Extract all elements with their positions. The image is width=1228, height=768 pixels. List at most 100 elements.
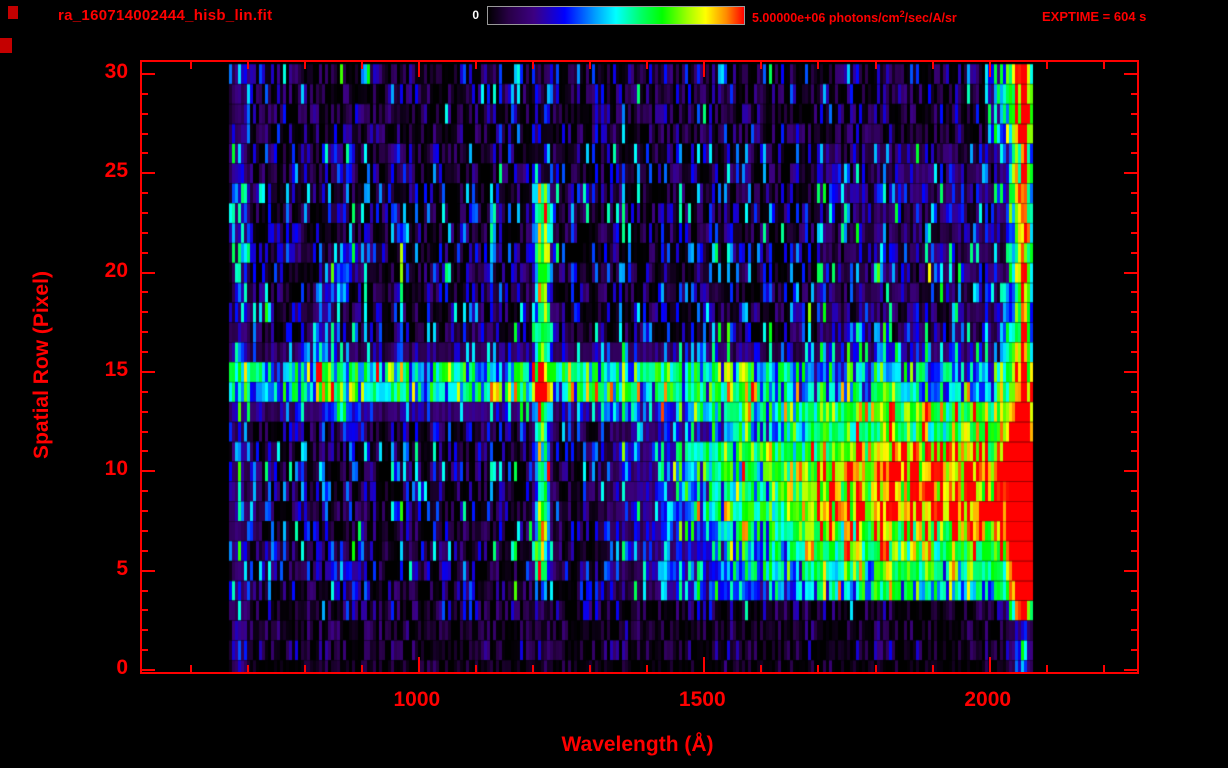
x-tick xyxy=(474,665,477,672)
file-title: ra_160714002444_hisb_lin.fit xyxy=(58,7,273,24)
x-tick xyxy=(417,62,420,77)
x-tick xyxy=(931,665,934,672)
y-tick xyxy=(1131,589,1137,592)
y-tick xyxy=(142,589,148,592)
spectral-heatmap xyxy=(142,62,1137,672)
y-tick xyxy=(142,331,148,334)
x-tick-label: 1000 xyxy=(393,688,441,711)
colorbar-unit-suffix: /sec/A/sr xyxy=(904,11,957,26)
colorbar-min-label: 0 xyxy=(472,8,479,22)
y-tick xyxy=(1131,410,1137,413)
x-tick xyxy=(703,62,706,77)
y-tick xyxy=(142,291,148,294)
y-tick xyxy=(142,112,148,115)
y-tick xyxy=(1124,669,1137,671)
colorbar xyxy=(487,6,745,25)
y-tick xyxy=(1131,510,1137,513)
x-tick xyxy=(874,665,877,672)
y-tick xyxy=(1131,291,1137,294)
y-tick xyxy=(1124,470,1137,473)
y-tick xyxy=(1131,251,1137,254)
x-tick xyxy=(760,62,763,69)
exptime-label: EXPTIME = 604 s xyxy=(1042,9,1147,24)
y-tick xyxy=(142,251,148,254)
x-tick xyxy=(417,657,420,672)
y-tick xyxy=(142,311,148,314)
y-tick xyxy=(142,152,148,155)
y-tick xyxy=(1131,212,1137,214)
y-tick xyxy=(1131,609,1137,612)
y-tick xyxy=(142,490,148,493)
y-tick xyxy=(142,450,148,453)
x-tick xyxy=(760,665,763,672)
colorbar-unit-superscript: 2 xyxy=(899,9,905,19)
colorbar-unit-prefix: photons/cm xyxy=(825,11,900,26)
screen-artifact-2 xyxy=(0,38,12,53)
y-tick xyxy=(142,212,148,214)
x-tick xyxy=(1045,62,1048,69)
colorbar-max-value: 5.00000e+06 xyxy=(752,11,826,26)
x-axis-title: Wavelength (Å) xyxy=(561,733,714,756)
y-tick xyxy=(1131,311,1137,314)
y-tick xyxy=(1131,649,1137,652)
x-tick xyxy=(532,62,535,69)
y-tick xyxy=(1124,172,1137,175)
y-tick xyxy=(142,609,148,612)
y-tick xyxy=(142,271,155,274)
y-tick xyxy=(1131,132,1137,135)
y-tick xyxy=(1131,490,1137,493)
x-tick xyxy=(532,665,535,672)
y-tick xyxy=(142,172,155,175)
x-tick xyxy=(189,665,192,672)
x-tick xyxy=(817,665,820,672)
x-tick xyxy=(988,657,991,672)
colorbar-max-label: 5.00000e+06 photons/cm2/sec/A/sr xyxy=(752,9,957,25)
y-tick xyxy=(142,370,155,373)
y-tick-label: 30 xyxy=(104,59,128,83)
x-tick xyxy=(360,62,363,69)
y-tick xyxy=(1131,529,1137,532)
x-tick xyxy=(646,665,649,672)
y-tick xyxy=(142,390,148,393)
x-tick xyxy=(817,62,820,69)
x-tick xyxy=(1102,62,1105,69)
y-tick xyxy=(142,649,148,652)
y-tick xyxy=(1131,351,1137,354)
y-tick xyxy=(142,569,155,572)
x-tick xyxy=(874,62,877,69)
x-tick xyxy=(474,62,477,69)
x-tick xyxy=(988,62,991,77)
x-tick xyxy=(303,665,306,672)
y-tick xyxy=(142,231,148,234)
y-tick xyxy=(1131,549,1137,552)
y-tick xyxy=(1131,629,1137,632)
y-tick xyxy=(1131,192,1137,195)
y-tick xyxy=(1131,231,1137,234)
x-tick xyxy=(1102,665,1105,672)
y-tick xyxy=(142,669,155,671)
x-tick xyxy=(931,62,934,69)
x-tick xyxy=(189,62,192,69)
y-tick-label: 15 xyxy=(104,357,128,381)
x-tick xyxy=(589,665,592,672)
y-tick xyxy=(1131,331,1137,334)
x-tick xyxy=(1045,665,1048,672)
y-tick xyxy=(1131,112,1137,115)
y-tick xyxy=(142,410,148,413)
y-tick xyxy=(142,629,148,632)
y-tick xyxy=(142,72,155,75)
plot-area xyxy=(140,60,1139,674)
x-tick xyxy=(303,62,306,69)
x-tick xyxy=(589,62,592,69)
x-tick xyxy=(360,665,363,672)
x-tick xyxy=(246,665,249,672)
y-tick xyxy=(142,132,148,135)
x-tick xyxy=(703,657,706,672)
x-tick-label: 1500 xyxy=(678,688,726,711)
y-tick xyxy=(142,351,148,354)
x-tick xyxy=(246,62,249,69)
y-tick xyxy=(142,470,155,473)
y-tick xyxy=(1131,450,1137,453)
x-tick-label: 2000 xyxy=(964,688,1012,711)
y-tick xyxy=(142,192,148,195)
